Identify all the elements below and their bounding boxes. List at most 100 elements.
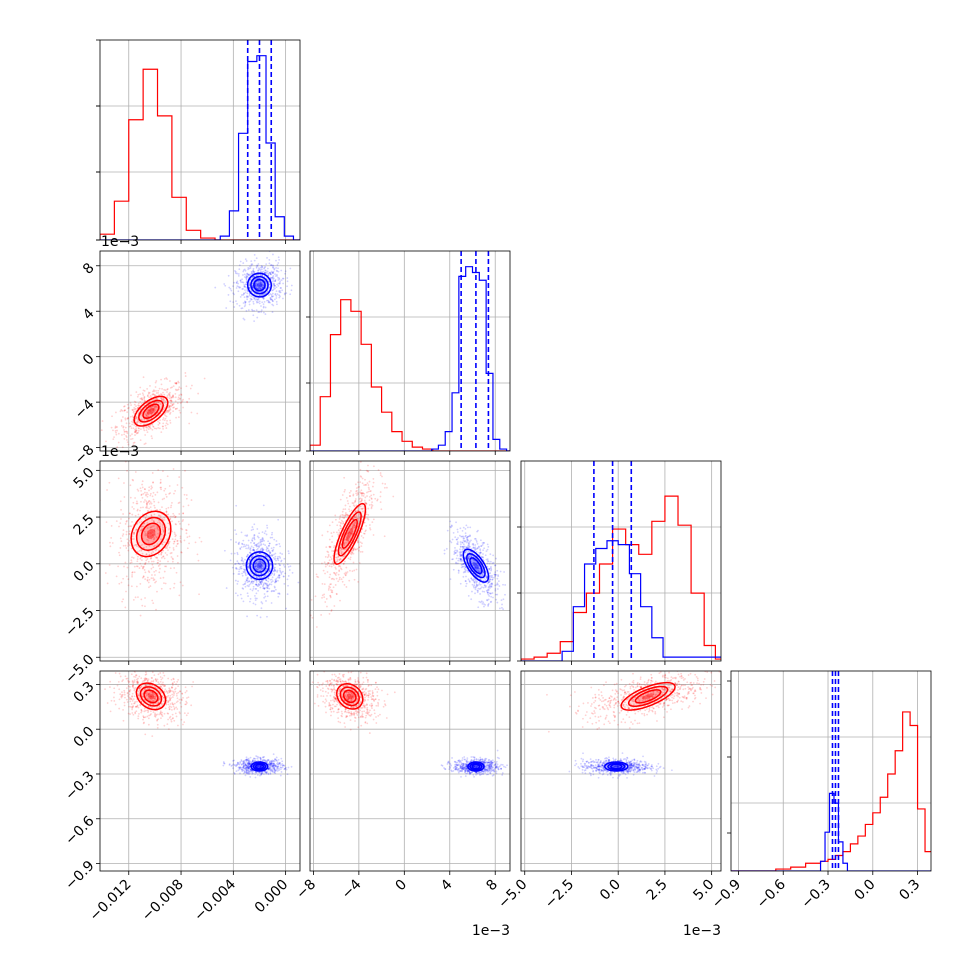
sample-point	[279, 564, 282, 567]
sample-point	[138, 696, 141, 698]
sample-point	[153, 571, 156, 573]
sample-point	[246, 579, 249, 582]
sample-point	[339, 525, 342, 528]
sample-point	[146, 491, 148, 494]
sample-point	[129, 525, 132, 527]
sample-point	[249, 768, 252, 771]
sample-point	[461, 559, 464, 562]
sample-point	[477, 565, 480, 568]
sample-point	[166, 409, 169, 412]
sample-point	[240, 559, 243, 561]
sample-point	[270, 293, 273, 296]
sample-point	[249, 770, 252, 773]
sample-point	[165, 690, 168, 692]
sample-point	[132, 427, 135, 430]
sample-point	[259, 287, 262, 290]
sample-point	[257, 280, 260, 283]
sample-point	[249, 600, 251, 603]
sample-point	[254, 583, 257, 586]
sample-point	[326, 563, 329, 566]
sample-point	[129, 713, 131, 715]
sample-point	[191, 384, 193, 387]
sample-point	[131, 680, 134, 683]
sample-point	[358, 546, 361, 549]
sample-point	[487, 581, 490, 584]
sample-point	[277, 256, 280, 259]
sample-point	[246, 272, 249, 275]
sample-point	[251, 263, 254, 266]
sample-point	[272, 570, 275, 572]
sample-point	[485, 575, 488, 578]
sample-point	[260, 284, 262, 287]
sample-point	[143, 698, 146, 701]
sample-point	[471, 558, 473, 561]
sample-point	[105, 521, 108, 524]
sample-point	[131, 408, 134, 411]
sample-point	[135, 415, 138, 418]
sample-point	[164, 582, 167, 585]
sample-point	[459, 554, 462, 557]
sample-point	[278, 592, 281, 595]
sample-point	[341, 510, 344, 513]
sample-point	[236, 272, 239, 275]
sample-point	[278, 567, 281, 570]
panel-3-0: 0.30.0−0.3−0.6−0.9−0.012 −0.008 −0.004 0.00…	[62, 670, 301, 924]
sample-point	[462, 575, 465, 578]
sample-point	[123, 701, 126, 704]
sample-point	[272, 762, 274, 765]
sample-point	[154, 556, 157, 559]
sample-point	[336, 558, 339, 561]
sample-point	[104, 688, 106, 691]
sample-point	[158, 514, 161, 517]
sample-point	[470, 577, 473, 580]
sample-point	[259, 266, 262, 269]
sample-point	[253, 297, 256, 300]
sample-point	[251, 760, 254, 763]
sample-point	[152, 703, 155, 705]
sample-point	[462, 543, 465, 546]
sample-point	[127, 549, 130, 552]
sample-point	[494, 564, 497, 567]
sample-point	[154, 698, 157, 701]
sample-point	[124, 418, 127, 421]
sample-point	[386, 486, 388, 489]
sample-point	[114, 672, 117, 674]
sample-point	[235, 281, 238, 284]
sample-point	[150, 413, 153, 416]
sample-point	[185, 497, 188, 500]
sample-point	[263, 759, 266, 762]
sample-point	[502, 598, 505, 601]
sample-point	[462, 546, 465, 549]
sample-point	[483, 590, 486, 593]
sample-point	[246, 771, 249, 774]
sample-point	[150, 515, 153, 518]
sample-point	[360, 507, 363, 510]
sample-point	[149, 695, 152, 698]
sample-point	[267, 274, 270, 277]
sample-point	[337, 555, 340, 558]
sample-point	[473, 584, 476, 587]
sample-point	[260, 580, 263, 582]
sample-point	[172, 694, 175, 697]
sample-point	[449, 520, 452, 523]
sample-point	[159, 696, 161, 699]
sample-point	[153, 500, 156, 503]
sample-point	[134, 705, 137, 708]
sample-point	[100, 429, 103, 432]
sample-point	[328, 538, 331, 541]
sample-point	[140, 402, 143, 405]
sample-point	[271, 550, 274, 552]
sample-point	[145, 418, 148, 421]
sample-point	[174, 408, 177, 410]
sample-point	[151, 393, 154, 396]
sample-point	[459, 546, 462, 548]
sample-point	[176, 389, 179, 391]
sample-point	[330, 563, 333, 566]
sample-point	[347, 532, 350, 535]
sample-point	[258, 556, 261, 559]
sample-point	[146, 409, 149, 412]
sample-point	[353, 524, 356, 526]
sample-point	[271, 277, 274, 280]
sample-point	[486, 543, 489, 546]
sample-point	[268, 559, 270, 562]
